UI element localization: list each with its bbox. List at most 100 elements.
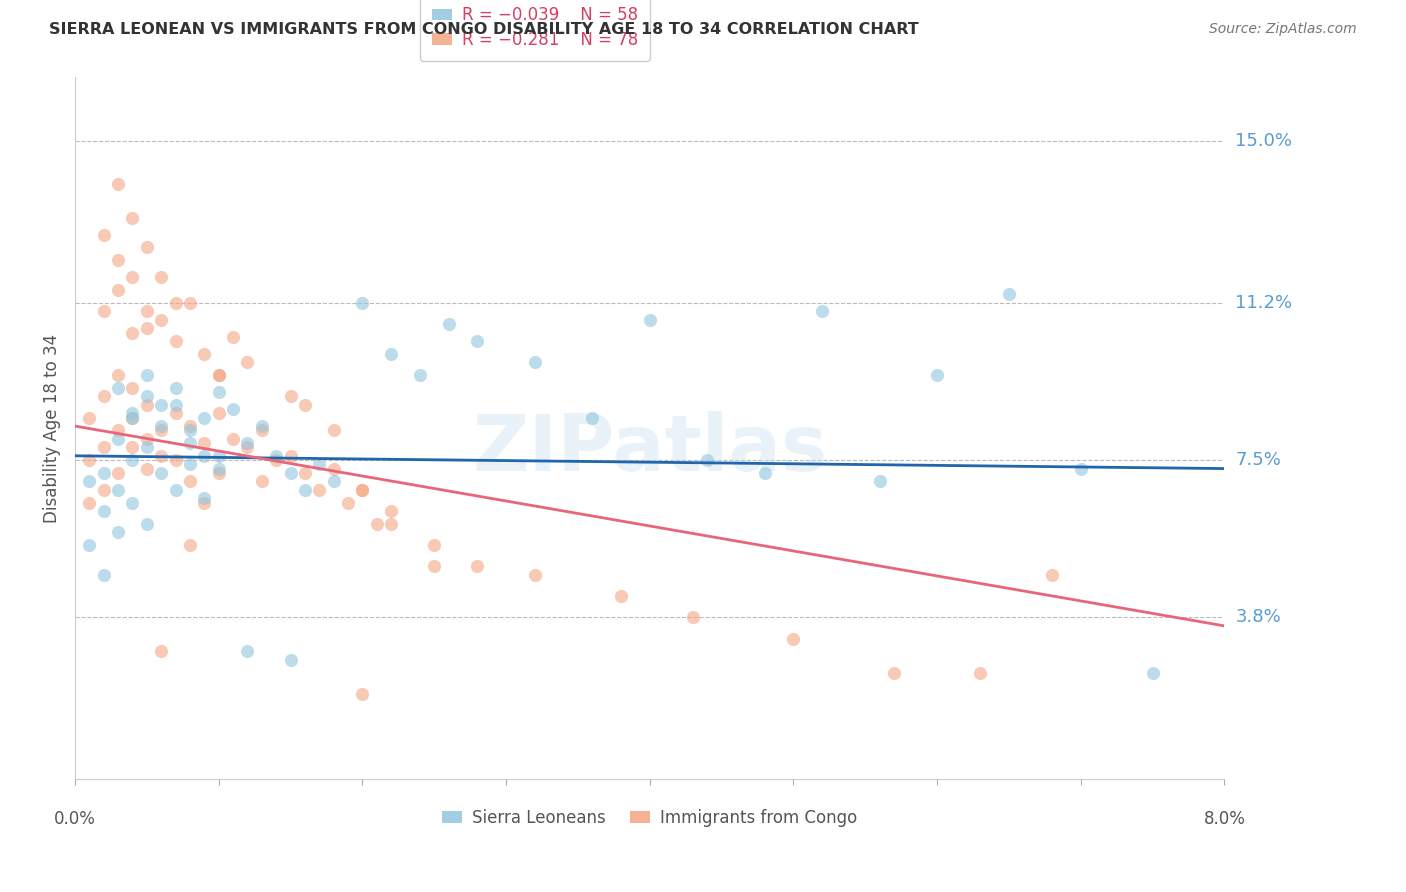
Point (423, 538, 446, 552)
Point (236, 355, 259, 369)
Point (93, 567, 115, 582)
Point (250, 423, 273, 437)
Point (165, 381, 187, 395)
Point (179, 538, 201, 552)
Point (150, 449, 173, 463)
Point (322, 475, 344, 489)
Y-axis label: Disability Age 18 to 34: Disability Age 18 to 34 (44, 334, 60, 523)
Point (193, 436, 215, 450)
Point (121, 410, 143, 425)
Point (107, 466, 129, 480)
Point (79, 410, 101, 425)
Point (107, 177, 129, 191)
Legend: Sierra Leoneans, Immigrants from Congo: Sierra Leoneans, Immigrants from Congo (434, 803, 865, 834)
Point (294, 483, 316, 497)
Point (93, 466, 115, 480)
Point (150, 398, 173, 412)
Point (465, 334, 488, 348)
Point (165, 406, 187, 420)
Point (107, 283, 129, 297)
Point (280, 449, 302, 463)
Point (869, 475, 891, 489)
Point (208, 406, 231, 420)
Point (322, 461, 344, 475)
Point (523, 567, 546, 582)
Point (423, 559, 446, 574)
Point (638, 312, 661, 326)
Point (165, 398, 187, 412)
Point (236, 644, 259, 658)
Point (179, 295, 201, 310)
Point (352, 483, 374, 497)
Point (465, 559, 488, 574)
Point (1040, 567, 1063, 582)
Point (925, 368, 948, 382)
Point (135, 304, 157, 318)
Point (696, 453, 718, 467)
Point (193, 495, 215, 509)
Point (280, 466, 302, 480)
Point (193, 347, 215, 361)
Point (883, 665, 905, 680)
Point (179, 475, 201, 489)
Point (380, 504, 402, 518)
Point (150, 644, 173, 658)
Point (437, 317, 460, 331)
Point (222, 402, 245, 417)
Point (581, 410, 603, 425)
Point (135, 398, 157, 412)
Point (165, 483, 187, 497)
Point (135, 321, 157, 335)
Point (193, 449, 215, 463)
Point (294, 466, 316, 480)
Point (150, 419, 173, 434)
Point (1142, 665, 1164, 680)
Point (150, 270, 173, 285)
Point (998, 287, 1021, 301)
Point (754, 466, 776, 480)
Point (409, 368, 432, 382)
Point (79, 538, 101, 552)
Point (380, 347, 402, 361)
Point (208, 368, 231, 382)
Point (236, 436, 259, 450)
Text: 0.0%: 0.0% (53, 811, 96, 829)
Point (782, 632, 804, 646)
Point (107, 432, 129, 446)
Point (93, 227, 115, 242)
Point (1070, 461, 1092, 475)
Point (352, 483, 374, 497)
Point (135, 240, 157, 254)
Point (208, 449, 231, 463)
Point (264, 449, 287, 463)
Point (107, 423, 129, 437)
Text: SIERRA LEONEAN VS IMMIGRANTS FROM CONGO DISABILITY AGE 18 TO 34 CORRELATION CHAR: SIERRA LEONEAN VS IMMIGRANTS FROM CONGO … (49, 22, 920, 37)
Point (222, 330, 245, 344)
Point (165, 334, 187, 348)
Point (682, 610, 704, 624)
Point (208, 461, 231, 475)
Point (135, 432, 157, 446)
Point (121, 440, 143, 454)
Point (222, 432, 245, 446)
Point (352, 687, 374, 701)
Point (107, 525, 129, 540)
Point (93, 483, 115, 497)
Point (193, 491, 215, 506)
Point (121, 410, 143, 425)
Point (165, 295, 187, 310)
Point (208, 466, 231, 480)
Point (179, 458, 201, 472)
Point (93, 504, 115, 518)
Point (610, 589, 633, 603)
Point (179, 419, 201, 434)
Point (107, 381, 129, 395)
Point (322, 423, 344, 437)
Point (336, 495, 359, 509)
Point (79, 453, 101, 467)
Point (352, 295, 374, 310)
Point (250, 475, 273, 489)
Point (150, 466, 173, 480)
Point (121, 211, 143, 225)
Text: 8.0%: 8.0% (1204, 811, 1246, 829)
